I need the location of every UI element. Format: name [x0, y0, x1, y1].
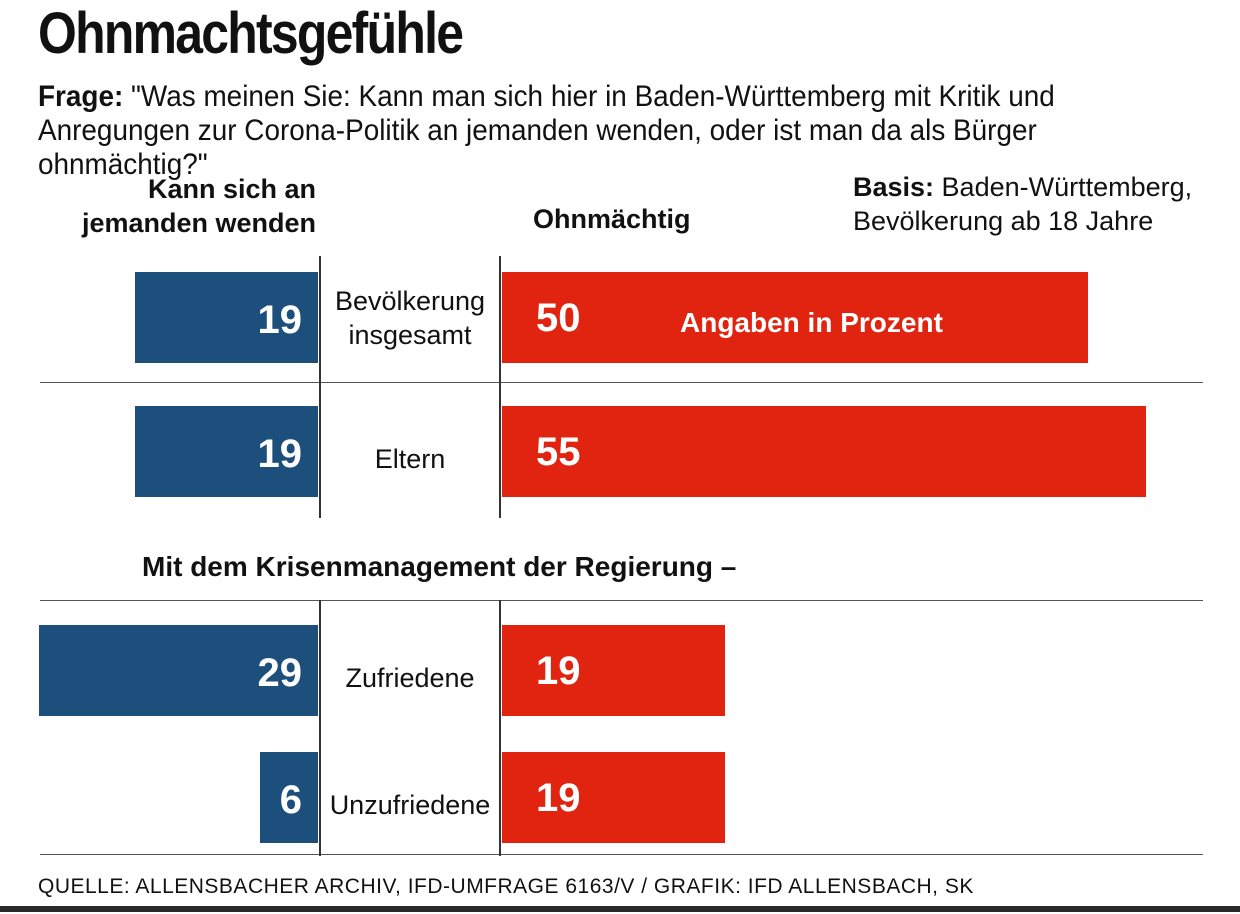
unit-note: Angaben in Prozent	[680, 307, 943, 338]
bar-left	[39, 625, 318, 716]
category-label-line: Unzufriedene	[329, 790, 491, 820]
bar-right	[502, 406, 1147, 497]
axis-line	[499, 256, 501, 518]
bar-left	[135, 272, 318, 363]
category-label-line: Bevölkerung	[334, 286, 486, 316]
axis-line	[499, 600, 501, 856]
value-label-right: 19	[536, 776, 581, 820]
basis-line2: Bevölkerung ab 18 Jahre	[853, 206, 1154, 236]
question-label: Frage:	[38, 80, 124, 113]
basis-label: Basis:	[853, 172, 935, 202]
value-label-left: 19	[257, 432, 303, 476]
category-label: Zufriedene	[320, 661, 500, 695]
category-label-line: Zufriedene	[345, 663, 475, 693]
value-label-right: 50	[536, 296, 581, 340]
section-subtitle: Mit dem Krisenmanagement der Regierung –	[142, 551, 737, 582]
right-series-header: Ohnmächtig	[533, 204, 691, 234]
divider-line	[40, 600, 1203, 601]
bar-right	[502, 272, 1088, 363]
value-label-left: 29	[257, 651, 303, 695]
value-label-left: 19	[257, 298, 303, 342]
bar-right	[502, 625, 725, 716]
left-series-header: Kann sich an jemanden wenden	[81, 174, 316, 238]
basis-note: Basis: Baden-Württemberg, Bevölkerung ab …	[853, 170, 1233, 238]
divider-line	[40, 382, 1203, 383]
chart-title: Ohnmachtsgefühle	[38, 1, 464, 66]
source-note: QUELLE: ALLENSBACHER ARCHIV, IFD-UMFRAGE…	[38, 875, 974, 898]
bar-left	[260, 752, 318, 843]
bottom-rule	[0, 906, 1240, 912]
value-label-right: 55	[536, 430, 581, 474]
axis-line	[319, 256, 321, 518]
category-label-line: insgesamt	[348, 320, 472, 350]
value-label-right: 19	[536, 649, 581, 693]
bar-left	[135, 406, 318, 497]
category-label-line: Eltern	[374, 444, 446, 474]
question-text: Frage: "Was meinen Sie: Kann man sich hi…	[38, 80, 1145, 182]
value-label-left: 6	[279, 778, 302, 822]
category-label: Eltern	[320, 442, 500, 476]
basis-line1: Baden-Württemberg,	[934, 172, 1193, 202]
divider-line	[40, 854, 1203, 855]
category-label: Unzufriedene	[320, 788, 500, 822]
category-label: Bevölkerung insgesamt	[320, 284, 500, 352]
axis-line	[319, 600, 321, 856]
bar-right	[502, 752, 725, 843]
question-body: "Was meinen Sie: Kann man sich hier in B…	[38, 80, 1055, 181]
